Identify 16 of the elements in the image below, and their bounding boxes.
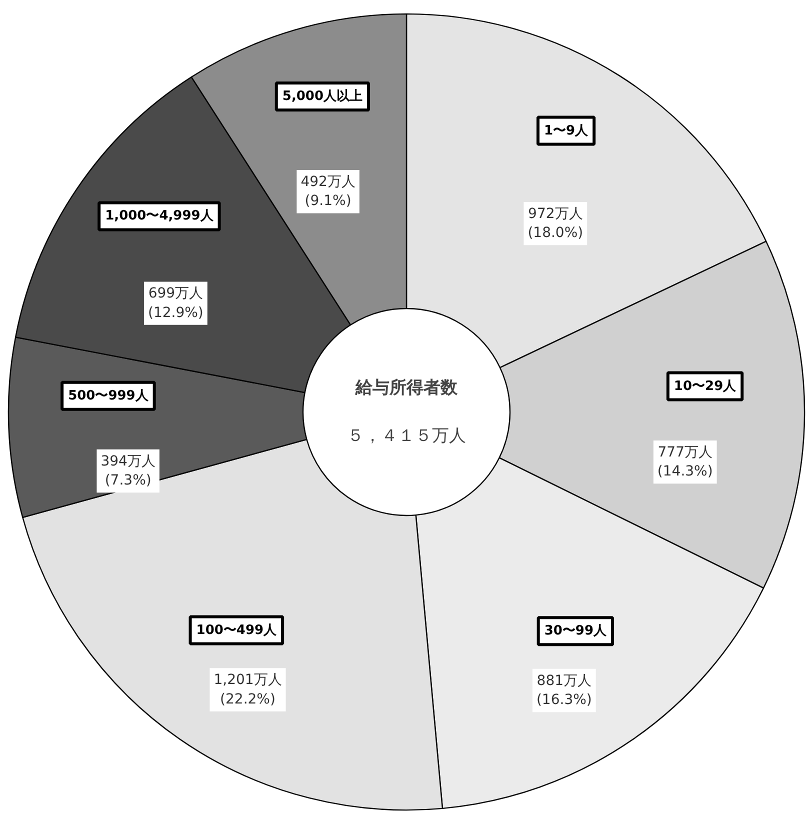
data-label: 972万人 (18.0%) <box>528 206 584 242</box>
slice-label: 30〜99人 <box>544 624 608 639</box>
slice-label: 5,000人以上 <box>282 89 363 104</box>
slice-label: 1〜9人 <box>544 123 590 138</box>
data-label: 1,201万人 (22.2%) <box>214 672 282 708</box>
data-label: 777万人 (14.3%) <box>657 444 713 480</box>
data-label: 881万人 (16.3%) <box>536 672 592 708</box>
text: ５，４１５万人 <box>347 426 466 446</box>
slice-label: 10〜29人 <box>674 378 738 394</box>
slice-label: 1,000〜4,999人 <box>105 208 214 224</box>
slice-label: 500〜999人 <box>68 388 150 404</box>
data-label: 699万人 (12.9%) <box>148 286 204 321</box>
data-label: 492万人 (9.1%) <box>300 174 356 210</box>
data-label: 394万人 (7.3%) <box>100 453 156 489</box>
slice-label: 100〜499人 <box>196 622 278 638</box>
text: 給与所得者数 <box>354 378 458 398</box>
